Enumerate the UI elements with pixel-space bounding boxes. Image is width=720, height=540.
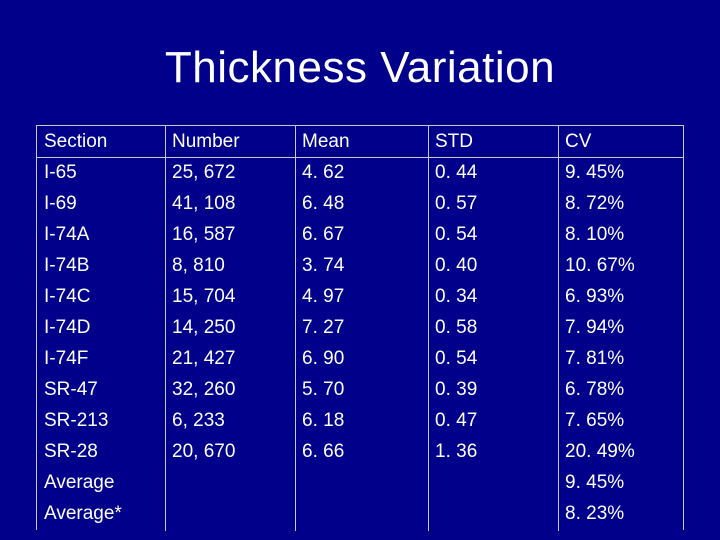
cell-cv: 8. 23% bbox=[565, 503, 625, 524]
cell-std: 0. 58 bbox=[435, 317, 478, 338]
cell-cv: 8. 10% bbox=[565, 224, 625, 245]
cell-number: 14, 250 bbox=[172, 317, 236, 338]
cell-number: 21, 427 bbox=[172, 348, 236, 369]
cell-section: Average* bbox=[44, 503, 122, 524]
cell-std: 0. 47 bbox=[435, 410, 478, 431]
cell-std: 0. 34 bbox=[435, 286, 478, 307]
cell-number: 15, 704 bbox=[172, 286, 236, 307]
cell-cv: 6. 78% bbox=[565, 379, 625, 400]
cell-section: SR-47 bbox=[44, 379, 98, 400]
cell-section: I-74A bbox=[44, 224, 90, 245]
table-row: I-74F 21, 427 6. 90 0. 54 7. 81% bbox=[37, 343, 683, 374]
table-row: I-74B 8, 810 3. 74 0. 40 10. 67% bbox=[37, 250, 683, 281]
cell-std bbox=[428, 498, 558, 529]
cell-number: 6, 233 bbox=[172, 410, 225, 431]
cell-number: 16, 587 bbox=[172, 224, 236, 245]
cell-cv: 8. 72% bbox=[565, 193, 625, 214]
cell-section: I-69 bbox=[44, 193, 77, 214]
header-mean: Mean bbox=[302, 131, 350, 152]
header-std: STD bbox=[435, 131, 473, 152]
table-row: SR-47 32, 260 5. 70 0. 39 6. 78% bbox=[37, 374, 683, 405]
cell-number: 8, 810 bbox=[172, 255, 225, 276]
cell-std: 0. 40 bbox=[435, 255, 478, 276]
slide-title: Thickness Variation bbox=[164, 43, 556, 92]
cell-mean: 4. 97 bbox=[302, 286, 345, 307]
cell-std bbox=[428, 467, 558, 498]
header-cv: CV bbox=[565, 131, 592, 152]
cell-mean: 5. 70 bbox=[302, 379, 345, 400]
table-row-average: Average 9. 45% bbox=[37, 467, 683, 498]
cell-cv: 9. 45% bbox=[565, 162, 625, 183]
cell-mean bbox=[295, 467, 428, 498]
cell-mean: 7. 27 bbox=[302, 317, 345, 338]
cell-cv: 20. 49% bbox=[565, 441, 635, 462]
cell-cv: 10. 67% bbox=[565, 255, 635, 276]
header-number: Number bbox=[172, 131, 240, 152]
table-row: I-74A 16, 587 6. 67 0. 54 8. 10% bbox=[37, 219, 683, 250]
cell-number bbox=[165, 498, 295, 529]
cell-number: 32, 260 bbox=[172, 379, 236, 400]
table-header-row: Section Number Mean STD CV bbox=[37, 126, 683, 157]
table-row-average-adjusted: Average* 8. 23% bbox=[37, 498, 683, 529]
cell-number: 41, 108 bbox=[172, 193, 236, 214]
column-divider bbox=[558, 126, 559, 531]
table-row: I-74C 15, 704 4. 97 0. 34 6. 93% bbox=[37, 281, 683, 312]
cell-section: I-74B bbox=[44, 255, 90, 276]
cell-section: I-74C bbox=[44, 286, 91, 307]
cell-std: 0. 44 bbox=[435, 162, 478, 183]
cell-cv: 6. 93% bbox=[565, 286, 625, 307]
cell-std: 0. 54 bbox=[435, 224, 478, 245]
table-row: SR-28 20, 670 6. 66 1. 36 20. 49% bbox=[37, 436, 683, 467]
cell-cv: 9. 45% bbox=[565, 472, 625, 493]
cell-mean: 4. 62 bbox=[302, 162, 345, 183]
table-row: I-74D 14, 250 7. 27 0. 58 7. 94% bbox=[37, 312, 683, 343]
header-divider bbox=[37, 157, 683, 158]
cell-section: I-74F bbox=[44, 348, 89, 369]
cell-mean: 6. 90 bbox=[302, 348, 345, 369]
cell-std: 0. 39 bbox=[435, 379, 478, 400]
cell-section: I-65 bbox=[44, 162, 77, 183]
cell-number: 20, 670 bbox=[172, 441, 236, 462]
cell-cv: 7. 94% bbox=[565, 317, 625, 338]
cell-section: I-74D bbox=[44, 317, 91, 338]
cell-std: 1. 36 bbox=[435, 441, 478, 462]
header-section: Section bbox=[44, 131, 108, 152]
table-row: SR-213 6, 233 6. 18 0. 47 7. 65% bbox=[37, 405, 683, 436]
cell-number: 25, 672 bbox=[172, 162, 236, 183]
cell-section: SR-28 bbox=[44, 441, 98, 462]
column-divider bbox=[295, 126, 296, 531]
cell-mean: 3. 74 bbox=[302, 255, 345, 276]
cell-mean bbox=[295, 498, 428, 529]
cell-std: 0. 54 bbox=[435, 348, 478, 369]
table-row: I-65 25, 672 4. 62 0. 44 9. 45% bbox=[37, 157, 683, 188]
cell-mean: 6. 48 bbox=[302, 193, 345, 214]
cell-mean: 6. 67 bbox=[302, 224, 345, 245]
cell-std: 0. 57 bbox=[435, 193, 478, 214]
cell-cv: 7. 65% bbox=[565, 410, 625, 431]
table-row: I-69 41, 108 6. 48 0. 57 8. 72% bbox=[37, 188, 683, 219]
cell-cv: 7. 81% bbox=[565, 348, 625, 369]
cell-mean: 6. 66 bbox=[302, 441, 345, 462]
column-divider bbox=[428, 126, 429, 531]
column-divider bbox=[165, 126, 166, 531]
thickness-variation-table: Section Number Mean STD CV I-65 25, 672 … bbox=[36, 125, 684, 531]
cell-mean: 6. 18 bbox=[302, 410, 345, 431]
cell-section: Average bbox=[44, 472, 115, 493]
cell-number bbox=[165, 467, 295, 498]
cell-section: SR-213 bbox=[44, 410, 109, 431]
